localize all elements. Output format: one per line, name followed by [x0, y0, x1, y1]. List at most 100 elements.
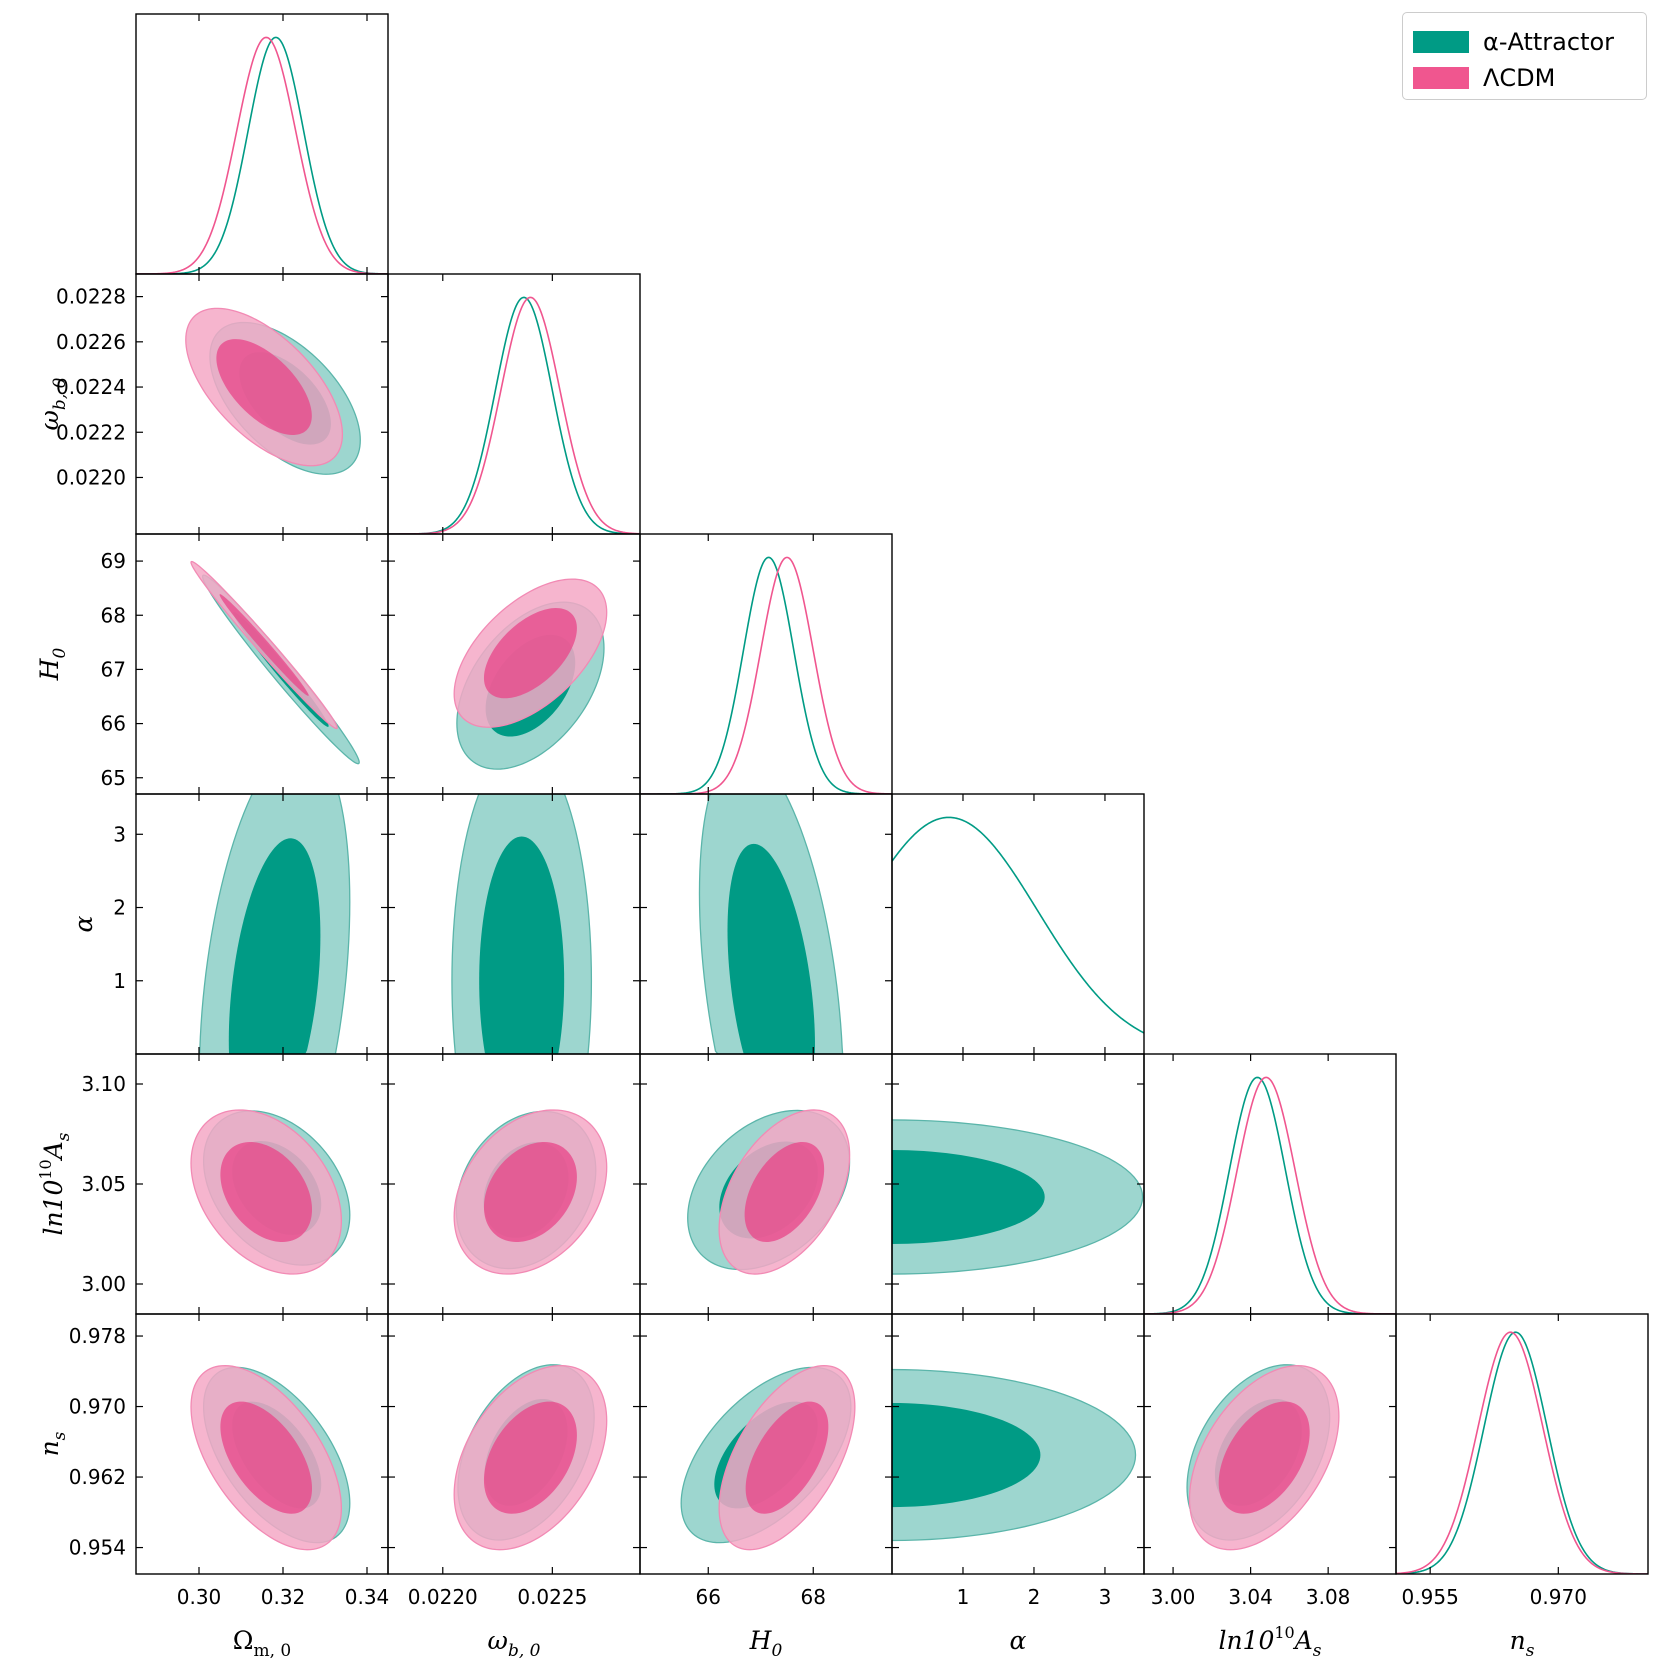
y-tick-label-alpha: 1: [113, 969, 126, 993]
axis-label-H0: H0: [749, 1626, 783, 1660]
y-tick-label-H0: 69: [101, 549, 126, 573]
panel-frame-2-2: [639, 533, 893, 795]
legend-swatch-lcdm: [1413, 67, 1469, 89]
y-tick-label-ob: 0.0226: [56, 330, 126, 354]
panel-alpha-vs-alpha: [892, 816, 1144, 1034]
y-tick-label-ob: 0.0222: [56, 420, 126, 444]
axis-label-ob: ωb, 0: [488, 1626, 541, 1660]
axis-label-lnAs: ln1010As: [1218, 1623, 1321, 1660]
x-tick-label-Om: 0.30: [177, 1585, 222, 1609]
contour68-ns-vs-H0-series-1: [745, 1401, 829, 1514]
marginal-Om-series-0: [136, 36, 388, 274]
axis-label-ns: ns: [35, 1431, 70, 1456]
panel-frame-4-4: [1143, 1053, 1397, 1315]
panel-Om-vs-Om: [136, 36, 388, 274]
panel-lnAs-vs-alpha: [892, 1119, 1144, 1275]
panel-lnAs-vs-lnAs: [1144, 1076, 1396, 1314]
panel-ns-vs-lnAs: [1186, 1364, 1340, 1551]
contour68-ns-vs-Om-series-1: [220, 1401, 313, 1514]
x-tick-label-lnAs: 3.04: [1228, 1585, 1273, 1609]
axis-label-H0: H0: [35, 648, 70, 682]
panel-ns-vs-ob: [453, 1364, 608, 1551]
legend-swatch-alpha-attractor: [1413, 31, 1469, 53]
x-tick-label-Om: 0.34: [345, 1585, 390, 1609]
axis-label-Om: Ωm, 0: [233, 1626, 291, 1660]
marginal-H0-series-0: [640, 556, 892, 794]
x-tick-label-alpha: 2: [1028, 1585, 1041, 1609]
panel-alpha-vs-Om: [198, 794, 351, 1054]
x-tick-label-alpha: 1: [957, 1585, 970, 1609]
panel-ns-vs-Om: [190, 1364, 351, 1551]
axis-label-ob: ωb, 0: [35, 377, 70, 430]
y-tick-label-H0: 66: [101, 712, 126, 736]
y-tick-label-lnAs: 3.10: [81, 1072, 126, 1096]
contour68-alpha-vs-ob-series-0: [479, 836, 565, 1054]
x-tick-label-H0: 68: [801, 1585, 826, 1609]
marginal-H0-series-1: [640, 556, 892, 794]
contour68-lnAs-vs-alpha-series-0: [892, 1150, 1045, 1244]
legend-entry-alpha-attractor: α-Attractor: [1413, 27, 1614, 57]
panel-ob-vs-Om: [185, 307, 361, 475]
x-tick-label-ns: 0.955: [1402, 1585, 1459, 1609]
marginal-lnAs-series-1: [1144, 1076, 1396, 1314]
panel-alpha-vs-H0: [698, 794, 844, 1054]
y-tick-label-ob: 0.0224: [56, 375, 126, 399]
y-tick-label-lnAs: 3.05: [81, 1172, 126, 1196]
y-tick-label-ns: 0.970: [69, 1395, 126, 1419]
contour68-ob-vs-Om-series-1: [216, 339, 312, 435]
panel-lnAs-vs-H0: [687, 1109, 851, 1275]
panel-frame-0-0: [135, 13, 389, 275]
y-tick-label-ns: 0.954: [69, 1536, 126, 1560]
contour68-ns-vs-lnAs-series-1: [1218, 1401, 1310, 1514]
y-tick-label-ob: 0.0220: [56, 465, 126, 489]
y-tick-label-H0: 68: [101, 603, 126, 627]
x-tick-label-alpha: 3: [1099, 1585, 1112, 1609]
contour68-ns-vs-alpha-series-0: [892, 1402, 1041, 1508]
contour68-lnAs-vs-H0-series-1: [744, 1142, 825, 1242]
marginal-ob-series-1: [388, 296, 640, 534]
panel-ns-vs-H0: [680, 1364, 856, 1551]
y-tick-label-lnAs: 3.00: [81, 1272, 126, 1296]
y-tick-label-ns: 0.978: [69, 1324, 126, 1348]
x-tick-label-Om: 0.32: [261, 1585, 306, 1609]
x-tick-label-ns: 0.970: [1530, 1585, 1587, 1609]
panel-ob-vs-ob: [388, 296, 640, 534]
contour68-alpha-vs-Om-series-0: [228, 838, 321, 1054]
contour68-H0-vs-ob-series-1: [483, 608, 577, 699]
marginal-Om-series-1: [136, 36, 388, 274]
marginal-ns-series-0: [1396, 1331, 1648, 1574]
panel-frame-5-5: [1395, 1313, 1649, 1575]
panel-frame-3-3: [891, 793, 1145, 1055]
axis-label-alpha: α: [1010, 1626, 1027, 1655]
panel-alpha-vs-ob: [451, 794, 593, 1054]
y-tick-label-ob: 0.0228: [56, 285, 126, 309]
contour68-alpha-vs-H0-series-0: [727, 843, 815, 1054]
x-tick-label-lnAs: 3.08: [1306, 1585, 1351, 1609]
panel-ns-vs-ns: [1396, 1331, 1648, 1574]
contour68-ns-vs-ob-series-1: [483, 1401, 577, 1514]
x-tick-label-ob: 0.0220: [408, 1585, 478, 1609]
axis-label-lnAs: ln1010As: [36, 1132, 74, 1235]
marginal-ns-series-1: [1396, 1331, 1648, 1574]
y-tick-label-alpha: 3: [113, 822, 126, 846]
x-tick-label-ob: 0.0225: [517, 1585, 587, 1609]
legend-label-alpha-attractor: α-Attractor: [1483, 28, 1615, 56]
legend-entry-lcdm: ΛCDM: [1413, 63, 1555, 93]
contour68-lnAs-vs-Om-series-1: [220, 1142, 313, 1242]
y-tick-label-ns: 0.962: [69, 1465, 126, 1489]
legend-label-lcdm: ΛCDM: [1483, 64, 1556, 92]
x-tick-label-lnAs: 3.00: [1151, 1585, 1196, 1609]
contour68-H0-vs-Om-series-1: [219, 594, 309, 696]
x-tick-label-H0: 66: [696, 1585, 721, 1609]
y-tick-label-H0: 67: [101, 657, 126, 681]
panel-ns-vs-alpha: [892, 1368, 1137, 1542]
marginal-lnAs-series-0: [1144, 1076, 1396, 1314]
axis-label-alpha: α: [69, 915, 98, 932]
panel-lnAs-vs-ob: [453, 1109, 608, 1275]
panel-H0-vs-Om: [190, 560, 360, 765]
contour68-lnAs-vs-ob-series-1: [483, 1142, 577, 1242]
panel-lnAs-vs-Om: [190, 1109, 351, 1275]
y-tick-label-alpha: 2: [113, 896, 126, 920]
panel-H0-vs-H0: [640, 556, 892, 794]
